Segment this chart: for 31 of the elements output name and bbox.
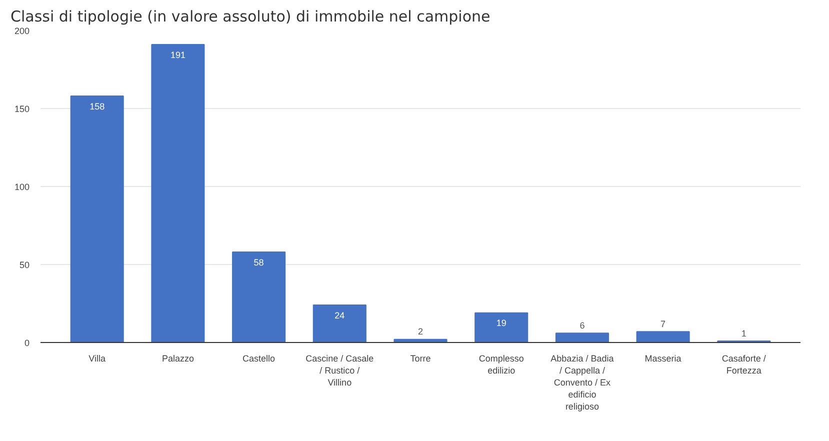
y-tick-label: 0 bbox=[24, 338, 30, 348]
x-tick-label: Casaforte / Fortezza bbox=[722, 354, 766, 376]
y-tick-label: 100 bbox=[14, 182, 30, 192]
bar bbox=[312, 304, 366, 342]
data-label: 1 bbox=[741, 328, 746, 338]
x-tick-label: Abbazia / Badia / Cappella / Convento / Ex edificio religioso bbox=[550, 354, 614, 412]
x-tick-label: Castello bbox=[242, 354, 276, 364]
data-label: 2 bbox=[418, 326, 424, 337]
data-label: 24 bbox=[334, 310, 345, 320]
y-tick-label: 150 bbox=[14, 104, 30, 114]
data-label: 6 bbox=[580, 320, 585, 330]
bar bbox=[636, 331, 690, 342]
y-tick-label: 50 bbox=[19, 260, 30, 270]
data-label: 7 bbox=[660, 318, 666, 329]
chart-title: Classi di tipologie (in valore assoluto) di immobile nel campione bbox=[10, 8, 490, 26]
bar bbox=[474, 312, 528, 342]
x-tick-label: Palazzo bbox=[162, 354, 194, 364]
x-tick-label: Masseria bbox=[644, 354, 682, 364]
data-label: 58 bbox=[254, 257, 264, 268]
x-tick-label: Villa bbox=[88, 354, 106, 364]
x-tick-label: Complesso edilizio bbox=[478, 354, 524, 376]
bar bbox=[151, 44, 205, 342]
data-label: 158 bbox=[90, 101, 105, 112]
data-label: 19 bbox=[496, 318, 506, 328]
bar bbox=[70, 96, 124, 342]
y-tick-label: 200 bbox=[14, 26, 30, 36]
x-tick-label: Torre bbox=[410, 354, 431, 364]
bar bbox=[555, 332, 609, 342]
data-label: 191 bbox=[170, 50, 186, 60]
x-tick-label: Cascine / Casale / Rustico / Villino bbox=[306, 354, 374, 388]
bar bbox=[232, 252, 286, 342]
